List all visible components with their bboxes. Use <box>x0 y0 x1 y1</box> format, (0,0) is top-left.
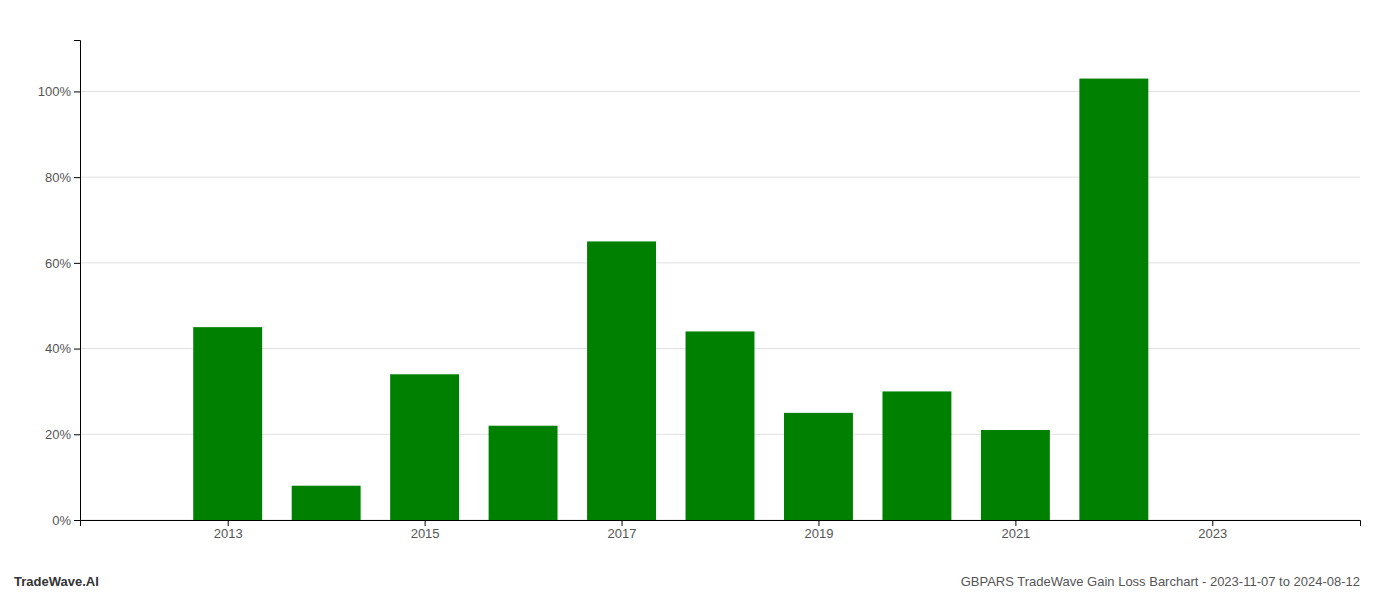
x-tick-mark <box>1015 520 1016 526</box>
x-tick-mark <box>228 520 229 526</box>
bar <box>981 430 1050 520</box>
y-tick-mark <box>74 177 80 178</box>
bar <box>784 413 853 520</box>
bar <box>686 331 755 520</box>
x-tick-label: 2015 <box>411 526 440 541</box>
x-tick: 2019 <box>805 520 834 541</box>
x-tick: 2017 <box>608 520 637 541</box>
y-tick-mark <box>74 349 80 350</box>
bar <box>390 374 459 520</box>
x-tick: 2023 <box>1198 520 1227 541</box>
chart-svg: 2013 2015 2017 2019 2021 2023 0% 20% 40% 60% 80% 10… <box>0 0 1400 600</box>
x-axis: 2013 2015 2017 2019 2021 2023 <box>81 520 1361 541</box>
bar <box>489 426 558 520</box>
y-tick: 0% <box>52 513 80 528</box>
x-tick-label: 2023 <box>1198 526 1227 541</box>
y-axis-line <box>74 41 81 521</box>
x-tick-label: 2017 <box>608 526 637 541</box>
grid-line <box>80 177 1360 178</box>
y-tick: 100% <box>38 84 80 99</box>
bar <box>193 327 262 520</box>
y-axis: 0% 20% 40% 60% 80% 100% <box>38 41 81 528</box>
x-tick: 2015 <box>411 520 440 541</box>
grid <box>80 91 1360 520</box>
grid-line <box>80 262 1360 263</box>
x-tick-mark <box>425 520 426 526</box>
plot-area: 2013 2015 2017 2019 2021 2023 0% 20% 40% 60% 80% 10… <box>38 41 1361 542</box>
x-tick-label: 2019 <box>805 526 834 541</box>
x-tick-label: 2013 <box>214 526 243 541</box>
y-tick-label: 60% <box>45 256 71 271</box>
bar <box>882 391 951 520</box>
y-tick: 80% <box>45 170 80 185</box>
x-tick: 2021 <box>1001 520 1030 541</box>
y-tick-mark <box>74 520 80 521</box>
y-tick: 60% <box>45 256 80 271</box>
x-tick-mark <box>818 520 819 526</box>
y-tick-label: 0% <box>52 513 71 528</box>
bars <box>193 79 1148 520</box>
y-tick-label: 100% <box>38 84 72 99</box>
bar <box>292 486 361 520</box>
x-tick: 2013 <box>214 520 243 541</box>
y-tick: 40% <box>45 341 80 356</box>
x-tick-mark <box>622 520 623 526</box>
watermark: TradeWave.AI <box>14 574 99 589</box>
y-tick-mark <box>74 91 80 92</box>
y-tick: 20% <box>45 427 80 442</box>
chart-container: 2013 2015 2017 2019 2021 2023 0% 20% 40% 60% 80% 10… <box>0 0 1400 600</box>
bar <box>1079 79 1148 520</box>
y-tick-label: 20% <box>45 427 71 442</box>
y-tick-label: 40% <box>45 341 71 356</box>
bar <box>587 241 656 520</box>
y-tick-mark <box>74 263 80 264</box>
x-axis-line <box>81 521 1361 527</box>
x-tick-label: 2021 <box>1001 526 1030 541</box>
x-tick-mark <box>1212 520 1213 526</box>
title: GBPARS TradeWave Gain Loss Barchart - 20… <box>961 574 1360 589</box>
y-tick-label: 80% <box>45 170 71 185</box>
y-tick-mark <box>74 434 80 435</box>
grid-line <box>80 91 1360 92</box>
